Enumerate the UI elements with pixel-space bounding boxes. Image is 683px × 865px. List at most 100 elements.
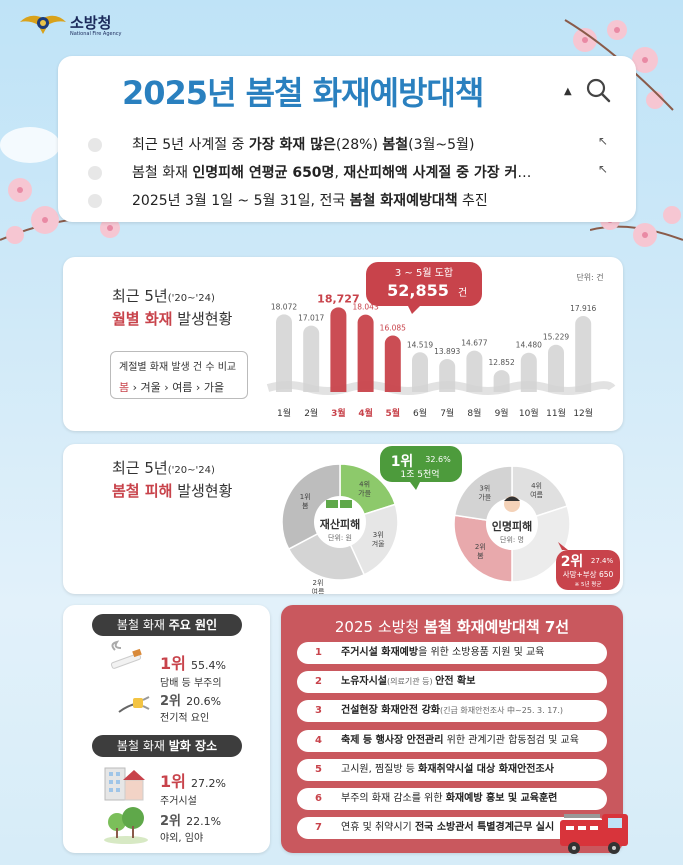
- rank-desc: 야외, 임야: [160, 833, 204, 844]
- title-years: ('20~'24): [167, 465, 215, 476]
- pie-season-label: 가을: [358, 488, 371, 497]
- measure-text: 연휴 및 취약시기 전국 소방관서 특별경계근무 실시: [341, 817, 554, 839]
- measure-emphasis: 화재예방 홍보 및 교육훈련: [445, 793, 558, 804]
- bar-value-label: 14.677: [461, 339, 487, 348]
- measure-text: 노유자시설(의료기관 등) 안전 확보: [341, 671, 475, 693]
- rank-desc: 전기적 요인: [160, 713, 210, 724]
- damage-section-title: 최근 5년('20~'24) 봄철 피해 발생현황: [112, 458, 232, 501]
- bar-10월: [520, 352, 537, 392]
- pie-rank-label: 3위: [479, 484, 490, 492]
- suggestion-text: (28%): [335, 137, 383, 153]
- measure-item: 3 건설현장 화재안전 강화(긴급 화재안전조사 中~25. 3. 17.): [297, 700, 607, 723]
- search-suggestion[interactable]: 봄철 화재 인명피해 연평균 650명, 재산피해액 사계절 중 가장 커… ↖: [88, 162, 608, 184]
- rank-label: 1위: [160, 772, 186, 791]
- bar-value-label: 15.229: [543, 333, 569, 342]
- measure-number: 5: [315, 763, 322, 775]
- arrow-up-left-icon[interactable]: ↖: [597, 134, 608, 148]
- callout-label: 3 ~ 5월 도합: [395, 267, 453, 279]
- unit-label: 단위: 건: [576, 272, 603, 282]
- rank-desc: 주거시설: [160, 796, 197, 807]
- measure-number: 1: [315, 647, 322, 658]
- cherry-blossom-icon: [564, 19, 674, 111]
- bar-value-label: 14.519: [407, 340, 433, 349]
- suggestion-text: 봄철 화재: [132, 165, 193, 181]
- measure-note: (의료기관 등): [387, 677, 436, 687]
- title-text: 2025 소방청: [334, 618, 425, 636]
- suggestion-text: , 전국: [310, 193, 350, 209]
- property-label: 재산피해: [320, 517, 360, 531]
- x-tick-label: 11월: [546, 407, 566, 419]
- bar-6월: [412, 352, 428, 392]
- search-suggestion[interactable]: 2025년 3월 1일 ~ 5월 31일, 전국 봄철 화재예방대책 추진: [88, 190, 608, 212]
- search-small-icon: [88, 138, 102, 152]
- rank-pct: 20.6%: [186, 695, 222, 708]
- measure-plain: 을 위한 소방용품 지원 및 교육: [418, 647, 545, 658]
- compare-order: 봄 › 겨울 › 여름 › 가을: [119, 381, 225, 394]
- suggestion-text: 추진: [457, 193, 488, 209]
- arrow-up-left-icon[interactable]: ↖: [597, 162, 608, 176]
- measure-emphasis: 전국 소방관서 특별경계근무 실시: [414, 822, 555, 834]
- x-tick-label: 10월: [519, 407, 539, 419]
- measure-item: 4 축제 등 행사장 안전관리 위한 관계기관 합동점검 및 교육: [297, 729, 607, 752]
- pill-text: 봄철 화재: [116, 618, 169, 632]
- logo-text: 소방청: [70, 14, 112, 32]
- measure-plain: 위한 관계기관 합동점검 및 교육: [443, 734, 579, 746]
- fire-truck-icon: [560, 814, 628, 854]
- cause-rank-1: 1위 55.4% 담배 등 부주의: [160, 650, 226, 689]
- caret-up-icon[interactable]: ▲: [564, 86, 572, 97]
- compare-title: 계절별 화재 발생 건 수 비교: [119, 362, 237, 373]
- suggestion-text: 최근 5년 사계절 중: [132, 137, 249, 153]
- money-icon: [326, 500, 338, 508]
- measure-text: 부주의 화재 감소를 위한 화재예방 홍보 및 교육훈련: [341, 788, 557, 810]
- measure-note: (긴급 화재안전조사 中~25. 3. 17.): [439, 706, 564, 716]
- callout-pct: 27.4%: [591, 557, 614, 565]
- search-small-icon: [88, 166, 102, 180]
- suggestion-emphasis: 가장 화재 많은: [248, 137, 336, 153]
- pill-emphasis: 주요 원인: [168, 618, 218, 632]
- bar-value-label: 13.893: [434, 347, 460, 356]
- x-tick-label: 3월: [331, 407, 346, 419]
- measure-item: 6 부주의 화재 감소를 위한 화재예방 홍보 및 교육훈련: [297, 788, 607, 810]
- callout-total: 52,855: [387, 281, 449, 300]
- suggestion-text: (3월~5월): [408, 137, 475, 153]
- callout-note: ※ 5년 평균: [575, 580, 602, 588]
- title-emphasis: 봄철 화재예방대책 7선: [424, 618, 570, 636]
- x-tick-label: 7월: [440, 407, 454, 419]
- measure-text: 건설현장 화재안전 강화(긴급 화재안전조사 中~25. 3. 17.): [341, 700, 563, 722]
- rank-label: 2위: [160, 694, 182, 709]
- measure-number: 3: [315, 705, 322, 717]
- search-suggestion[interactable]: 최근 5년 사계절 중 가장 화재 많은(28%) 봄철(3월~5월) ↖: [88, 134, 608, 156]
- measure-emphasis: 노유자시설: [341, 676, 387, 688]
- title-text: 최근 5년: [112, 287, 168, 305]
- measure-emphasis: 축제 등 행사장 안전관리: [341, 734, 444, 746]
- suggestion-emphasis: 재산피해액 사계절 중 가장 커: [343, 165, 518, 181]
- place-rank-2: 2위 22.1% 야외, 임야: [160, 810, 221, 844]
- pie-rank-label: 2위: [475, 543, 486, 551]
- pie-season-label: 봄: [477, 552, 484, 560]
- cloud-icon: [0, 127, 60, 163]
- pie-rank-label: 2위: [312, 579, 323, 587]
- bar-9월: [493, 370, 510, 392]
- bar-value-label: 17.916: [570, 304, 596, 313]
- suggestion-emphasis: 인명피해 연평균 650명: [192, 165, 335, 181]
- title-years: ('20~'24): [167, 293, 215, 304]
- rank-label: 1위: [160, 654, 186, 673]
- measure-text: 주거시설 화재예방을 위한 소방용품 지원 및 교육: [341, 642, 544, 664]
- property-unit: 단위: 원: [328, 533, 352, 542]
- cigarette-icon: [110, 640, 142, 669]
- title-emphasis: 월별 화재: [112, 310, 173, 328]
- logo-subtext: National Fire Agency: [70, 31, 122, 37]
- measure-emphasis: 건설현장 화재안전 강화: [341, 705, 440, 717]
- compare-season: 가을: [203, 381, 225, 394]
- callout-bubble: 3 ~ 5월 도합 52,855 건: [366, 262, 482, 314]
- search-panel: [58, 56, 636, 222]
- search-icon[interactable]: [584, 76, 612, 104]
- measure-plain: 고시원, 찜질방 등: [341, 763, 419, 775]
- title-text: 발생현황: [172, 310, 233, 328]
- callout-rank: 1위: [391, 454, 414, 470]
- x-tick-label: 4월: [358, 407, 373, 419]
- measure-plain: 연휴 및 취약시기: [341, 822, 415, 834]
- pie-rank-label: 4위: [359, 480, 370, 488]
- monthly-section-title: 최근 5년('20~'24) 월별 화재 발생현황: [112, 286, 232, 329]
